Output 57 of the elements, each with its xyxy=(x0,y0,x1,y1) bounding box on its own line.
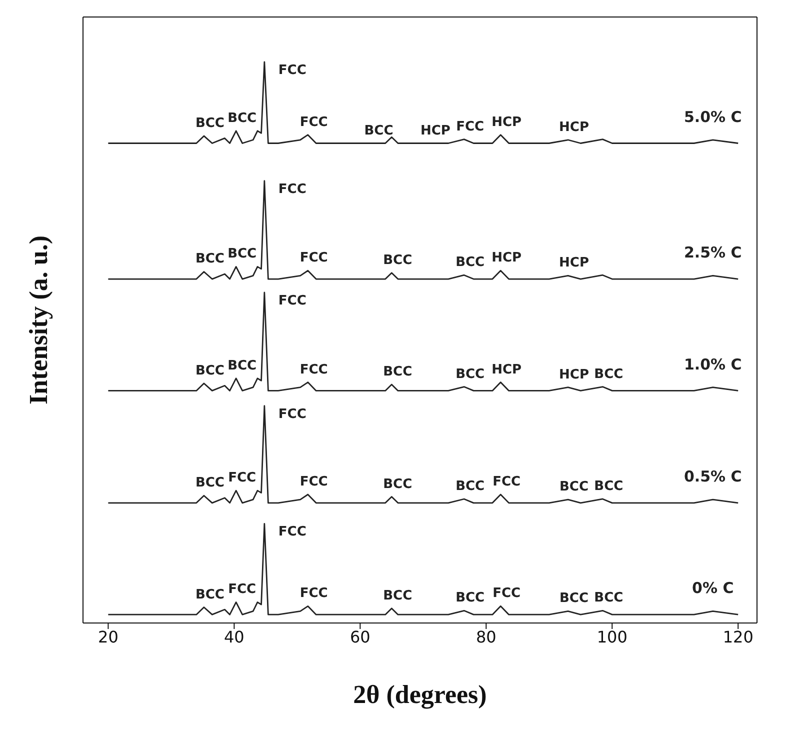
x-tick-label: 120 xyxy=(722,627,754,646)
annotation: BCC xyxy=(456,478,485,494)
annotation: BCC xyxy=(228,358,257,374)
annotation: BCC xyxy=(195,252,224,267)
y-axis-title: Intensity (a. u.) xyxy=(24,235,54,405)
annotation: FCC xyxy=(300,114,328,130)
x-tick-label: 60 xyxy=(350,627,370,646)
x-tick-label: 20 xyxy=(98,627,118,646)
annotation: BCC xyxy=(195,363,224,378)
annotation: FCC xyxy=(278,62,306,78)
annotation: FCC xyxy=(228,470,256,486)
annotation: BCC xyxy=(383,252,412,268)
annotation: FCC xyxy=(278,406,306,422)
annotation: BCC xyxy=(560,591,589,606)
annotation: FCC xyxy=(492,586,521,602)
annotation: HCP xyxy=(420,123,450,138)
annotation: BCC xyxy=(228,110,257,126)
annotation: BCC xyxy=(383,364,412,380)
annotation: HCP xyxy=(492,362,522,378)
x-tick-label: 40 xyxy=(224,627,244,646)
annotation: BCC xyxy=(560,480,589,495)
annotation: BCC xyxy=(456,590,485,606)
annotation: FCC xyxy=(492,474,521,490)
annotation: FCC xyxy=(228,582,256,598)
annotation: BCC xyxy=(594,366,624,382)
series-label: 1.0% C xyxy=(684,355,742,374)
annotation: FCC xyxy=(300,362,328,378)
annotation: BCC xyxy=(195,587,224,602)
annotation: BCC xyxy=(228,246,257,262)
annotation: BCC xyxy=(383,588,412,604)
series-label: 5.0% C xyxy=(684,108,742,126)
annotation: BCC xyxy=(594,590,624,606)
series-label: 2.5% C xyxy=(684,244,742,262)
x-axis-title: 2θ (degrees) xyxy=(353,680,487,709)
annotation: BCC xyxy=(383,476,412,492)
annotation: BCC xyxy=(594,478,624,494)
annotation: FCC xyxy=(300,586,328,602)
annotation: HCP xyxy=(559,256,590,271)
annotation: FCC xyxy=(278,524,306,540)
annotation: BCC xyxy=(456,366,485,382)
x-tick-label: 80 xyxy=(476,627,496,646)
annotation: BCC xyxy=(364,123,394,138)
x-tick-label: 100 xyxy=(596,627,628,646)
annotation: BCC xyxy=(456,255,485,270)
annotation: BCC xyxy=(195,476,224,491)
annotation: FCC xyxy=(300,250,328,266)
annotation: HCP xyxy=(559,367,590,382)
series-label: 0% C xyxy=(692,579,734,598)
annotation: FCC xyxy=(300,474,328,490)
annotation: BCC xyxy=(195,116,224,131)
annotation: FCC xyxy=(456,119,484,134)
annotation: FCC xyxy=(278,182,306,197)
annotation: HCP xyxy=(492,114,522,130)
annotation: HCP xyxy=(492,250,522,266)
series-label: 0.5% C xyxy=(684,468,742,486)
annotation: HCP xyxy=(559,120,590,135)
annotation: FCC xyxy=(278,294,306,309)
